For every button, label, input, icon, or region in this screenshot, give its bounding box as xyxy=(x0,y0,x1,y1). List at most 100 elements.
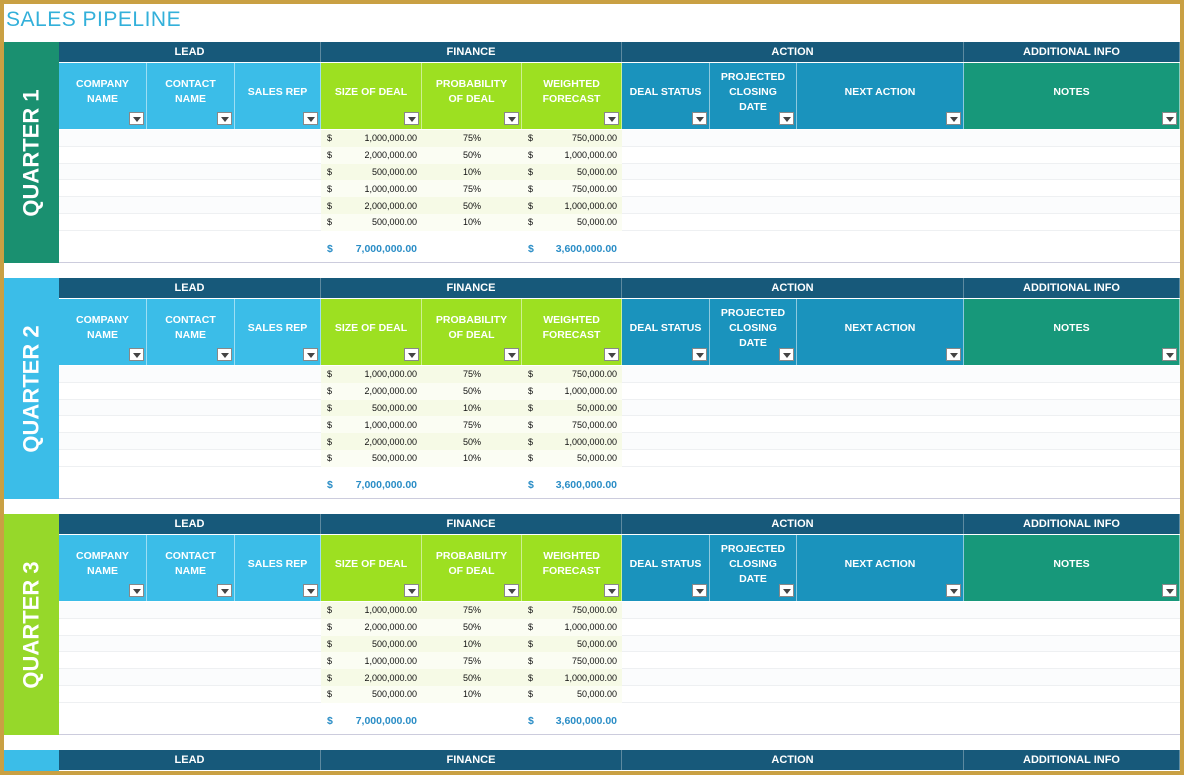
deal-size: 2,000,000.00 xyxy=(364,150,417,161)
column-header: DEAL STATUS xyxy=(622,63,710,129)
filter-dropdown[interactable] xyxy=(946,112,961,125)
filter-dropdown[interactable] xyxy=(404,348,419,361)
filter-dropdown[interactable] xyxy=(129,584,144,597)
weighted-forecast: 750,000.00 xyxy=(571,605,617,616)
probability: 75% xyxy=(462,605,481,616)
probability: 75% xyxy=(462,419,481,430)
finance-band xyxy=(321,450,622,467)
currency-symbol: $ xyxy=(327,655,333,666)
currency-symbol: $ xyxy=(327,166,333,177)
currency-symbol: $ xyxy=(528,386,534,397)
filter-dropdown[interactable] xyxy=(779,112,794,125)
deal-size: 2,000,000.00 xyxy=(364,672,417,683)
total-weighted-forecast: 3,600,000.00 xyxy=(555,479,617,491)
filter-dropdown[interactable] xyxy=(504,348,519,361)
filter-dropdown[interactable] xyxy=(946,348,961,361)
filter-dropdown[interactable] xyxy=(404,584,419,597)
column-header: NEXT ACTION xyxy=(797,63,964,129)
currency-symbol: $ xyxy=(327,243,333,255)
currency-symbol: $ xyxy=(528,369,534,380)
filter-dropdown[interactable] xyxy=(504,584,519,597)
currency-symbol: $ xyxy=(528,655,534,666)
column-group-header: LEAD xyxy=(59,514,321,534)
quarter-label: QUARTER 3 xyxy=(4,514,59,735)
weighted-forecast: 1,000,000.00 xyxy=(564,200,617,211)
currency-symbol: $ xyxy=(327,622,333,633)
probability: 10% xyxy=(462,217,481,228)
finance-band xyxy=(321,399,622,417)
filter-dropdown[interactable] xyxy=(217,348,232,361)
filter-dropdown[interactable] xyxy=(129,348,144,361)
deal-size: 2,000,000.00 xyxy=(364,200,417,211)
filter-dropdown[interactable] xyxy=(604,584,619,597)
currency-symbol: $ xyxy=(327,605,333,616)
filter-dropdown[interactable] xyxy=(1162,584,1177,597)
column-header: DEAL STATUS xyxy=(622,535,710,601)
filter-dropdown[interactable] xyxy=(504,112,519,125)
deal-size: 1,000,000.00 xyxy=(364,605,417,616)
column-group-header: ACTION xyxy=(622,514,964,534)
currency-symbol: $ xyxy=(528,166,534,177)
filter-dropdown[interactable] xyxy=(692,584,707,597)
filter-dropdown[interactable] xyxy=(129,112,144,125)
probability: 50% xyxy=(462,672,481,683)
currency-symbol: $ xyxy=(528,622,534,633)
currency-symbol: $ xyxy=(528,150,534,161)
filter-dropdown[interactable] xyxy=(303,584,318,597)
probability: 75% xyxy=(462,133,481,144)
currency-symbol: $ xyxy=(327,369,333,380)
filter-dropdown[interactable] xyxy=(946,584,961,597)
currency-symbol: $ xyxy=(327,217,333,228)
finance-band xyxy=(321,652,622,670)
probability: 10% xyxy=(462,402,481,413)
column-group-header: FINANCE xyxy=(321,42,622,62)
finance-band xyxy=(321,602,622,619)
finance-band xyxy=(321,669,622,686)
currency-symbol: $ xyxy=(528,243,534,255)
currency-symbol: $ xyxy=(528,638,534,649)
currency-symbol: $ xyxy=(528,672,534,683)
filter-dropdown[interactable] xyxy=(779,584,794,597)
finance-band xyxy=(321,163,622,181)
filter-dropdown[interactable] xyxy=(692,348,707,361)
currency-symbol: $ xyxy=(528,200,534,211)
deal-size: 500,000.00 xyxy=(371,217,417,228)
currency-symbol: $ xyxy=(327,479,333,491)
probability: 10% xyxy=(462,453,481,464)
column-header: NOTES xyxy=(964,63,1180,129)
filter-dropdown[interactable] xyxy=(303,348,318,361)
deal-size: 1,000,000.00 xyxy=(364,183,417,194)
currency-symbol: $ xyxy=(528,605,534,616)
filter-dropdown[interactable] xyxy=(1162,112,1177,125)
currency-symbol: $ xyxy=(528,689,534,700)
probability: 10% xyxy=(462,689,481,700)
currency-symbol: $ xyxy=(528,183,534,194)
probability: 75% xyxy=(462,369,481,380)
filter-dropdown[interactable] xyxy=(604,348,619,361)
filter-dropdown[interactable] xyxy=(404,112,419,125)
column-header: WEIGHTED FORECAST xyxy=(522,535,622,601)
currency-symbol: $ xyxy=(327,402,333,413)
filter-dropdown[interactable] xyxy=(217,584,232,597)
finance-band xyxy=(321,433,622,450)
filter-dropdown[interactable] xyxy=(604,112,619,125)
column-header: NEXT ACTION xyxy=(797,535,964,601)
filter-dropdown[interactable] xyxy=(692,112,707,125)
column-header: PROJECTED CLOSING DATE xyxy=(710,299,797,365)
filter-dropdown[interactable] xyxy=(1162,348,1177,361)
weighted-forecast: 50,000.00 xyxy=(576,689,617,700)
weighted-forecast: 750,000.00 xyxy=(571,133,617,144)
filter-dropdown[interactable] xyxy=(303,112,318,125)
deal-size: 1,000,000.00 xyxy=(364,133,417,144)
quarter-block xyxy=(4,514,1180,735)
finance-band xyxy=(321,635,622,653)
column-header: NOTES xyxy=(964,299,1180,365)
column-group-header: FINANCE xyxy=(321,278,622,298)
currency-symbol: $ xyxy=(327,436,333,447)
finance-band xyxy=(321,686,622,703)
filter-dropdown[interactable] xyxy=(779,348,794,361)
finance-band xyxy=(321,214,622,231)
column-group-header: ACTION xyxy=(622,42,964,62)
filter-dropdown[interactable] xyxy=(217,112,232,125)
